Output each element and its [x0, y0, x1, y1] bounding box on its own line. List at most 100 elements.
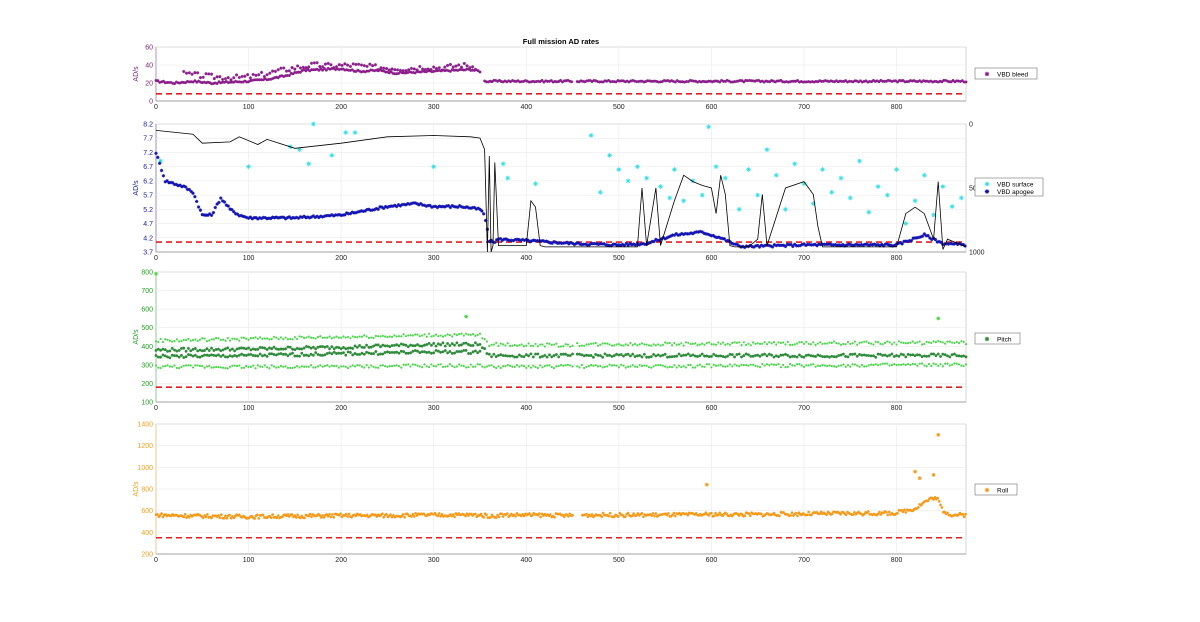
data-point — [559, 345, 563, 348]
data-point — [839, 512, 842, 516]
data-point — [378, 205, 382, 209]
data-point — [259, 336, 262, 339]
data-point — [534, 365, 537, 369]
data-point — [861, 513, 865, 517]
data-point — [788, 80, 792, 84]
data-point — [587, 343, 590, 346]
data-point — [712, 514, 716, 518]
data-point — [462, 513, 466, 517]
data-point — [218, 516, 222, 520]
data-point — [586, 79, 590, 83]
data-point — [165, 514, 169, 518]
data-point — [539, 239, 543, 243]
data-point — [869, 512, 873, 516]
data-point — [797, 353, 801, 357]
data-point — [651, 512, 655, 515]
data-point — [490, 513, 494, 517]
y-tick-label: 5.7 — [143, 193, 153, 200]
data-point — [707, 513, 711, 517]
data-point — [335, 335, 338, 338]
data-point — [224, 514, 227, 518]
data-point — [159, 348, 163, 352]
data-point — [722, 175, 728, 181]
data-point — [439, 350, 443, 354]
data-point — [525, 366, 528, 369]
data-point — [224, 339, 227, 342]
x-tick-label: 600 — [706, 104, 718, 111]
data-point — [280, 215, 284, 219]
x-tick-label: 0 — [154, 557, 158, 564]
data-point — [478, 514, 481, 517]
data-point — [964, 342, 968, 346]
data-point — [448, 205, 453, 210]
data-point — [439, 343, 443, 347]
data-point — [774, 354, 778, 358]
data-point — [307, 335, 310, 338]
data-point — [293, 514, 297, 518]
data-point — [948, 241, 952, 246]
data-point — [263, 215, 267, 220]
data-point — [219, 354, 223, 358]
data-point — [871, 354, 875, 358]
data-point — [201, 516, 205, 520]
data-point — [601, 355, 605, 359]
data-point — [359, 63, 364, 67]
data-point — [646, 79, 650, 83]
data-point — [629, 341, 632, 345]
data-point — [169, 80, 173, 84]
data-point — [605, 513, 609, 517]
data-point — [164, 513, 168, 516]
data-point — [403, 515, 406, 519]
data-point — [851, 342, 854, 345]
data-point — [953, 362, 956, 365]
data-point — [177, 348, 181, 352]
data-point — [351, 335, 354, 338]
data-point — [161, 340, 165, 344]
data-point — [734, 79, 738, 83]
data-point — [810, 513, 813, 517]
data-point — [169, 180, 173, 185]
data-point — [714, 511, 717, 515]
data-point — [421, 366, 424, 369]
data-point — [300, 347, 304, 351]
data-point — [296, 337, 299, 341]
data-point — [577, 80, 581, 84]
data-point — [170, 353, 174, 357]
data-point — [707, 79, 711, 83]
data-point — [879, 363, 882, 366]
data-point — [918, 362, 921, 365]
data-point — [522, 514, 526, 518]
data-point — [647, 344, 651, 347]
data-point — [460, 332, 463, 335]
data-point — [547, 353, 551, 357]
data-point — [576, 240, 580, 245]
data-point — [412, 67, 416, 71]
data-point — [258, 345, 262, 349]
data-point — [502, 343, 505, 346]
legend-box — [974, 177, 1044, 197]
data-point — [782, 511, 786, 514]
data-point — [469, 206, 473, 210]
data-point — [279, 66, 283, 70]
data-point — [328, 512, 331, 516]
data-point — [655, 515, 659, 518]
data-point — [686, 352, 690, 356]
data-point — [706, 124, 712, 130]
data-point — [462, 364, 465, 368]
data-point — [894, 79, 898, 83]
data-point — [939, 240, 943, 245]
data-point — [643, 343, 646, 346]
x-tick-label: 300 — [428, 104, 440, 111]
x-tick-label: 200 — [335, 255, 347, 262]
data-point — [715, 235, 719, 240]
data-point — [473, 67, 477, 72]
data-point — [335, 364, 338, 367]
data-point — [222, 366, 225, 369]
data-point — [478, 342, 482, 346]
data-point — [543, 364, 546, 368]
data-point — [962, 515, 966, 519]
data-point — [603, 79, 607, 83]
data-point — [221, 353, 225, 357]
data-point — [633, 365, 637, 368]
data-point — [423, 363, 426, 366]
